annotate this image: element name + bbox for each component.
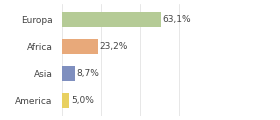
Bar — [62, 93, 69, 108]
Text: 63,1%: 63,1% — [162, 15, 191, 24]
Bar — [62, 66, 75, 81]
Text: 8,7%: 8,7% — [77, 69, 100, 78]
Bar — [62, 12, 160, 27]
Bar — [62, 39, 98, 54]
Text: 5,0%: 5,0% — [71, 96, 94, 105]
Text: 23,2%: 23,2% — [100, 42, 128, 51]
